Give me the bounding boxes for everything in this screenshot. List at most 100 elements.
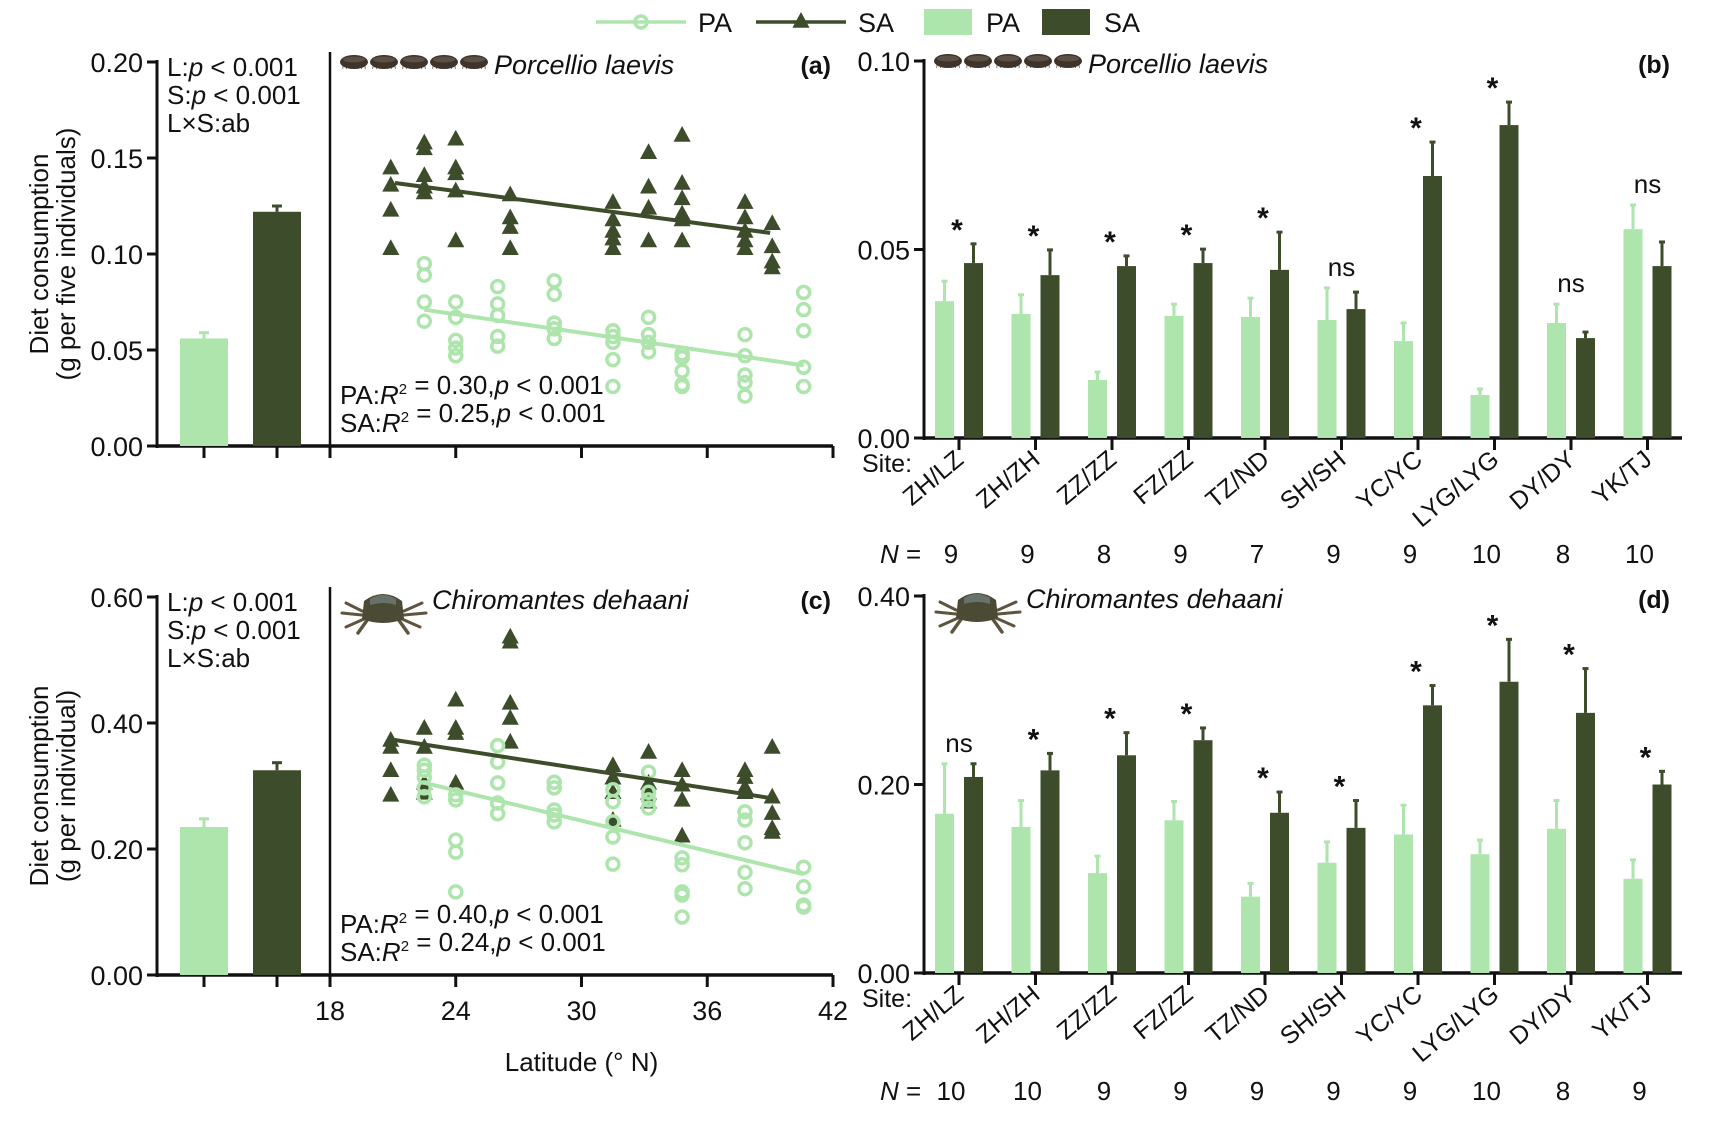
- pa-point: [546, 273, 563, 289]
- pa-point: [605, 856, 621, 872]
- isopod-highlight: [343, 56, 365, 63]
- y-tick-label: 0.40: [90, 709, 143, 739]
- x-tick-label: 36: [692, 996, 722, 1026]
- site-label: ZZ/ZZ: [1052, 445, 1122, 510]
- panel-label: (b): [1638, 51, 1670, 79]
- bar-pa: [1623, 878, 1643, 973]
- crab-leg: [996, 600, 1018, 612]
- pa-point: [448, 844, 464, 860]
- sa-point: [501, 208, 519, 225]
- stats-text: L:p < 0.001: [167, 587, 298, 617]
- regression-stats: SA:R2 = 0.24,p < 0.001: [340, 927, 606, 967]
- crab-leg: [938, 616, 960, 628]
- sa-point: [415, 719, 433, 735]
- sa-point: [447, 724, 465, 740]
- sa-point: [640, 143, 658, 159]
- pa-point: [737, 834, 753, 851]
- stats-text: S:p < 0.001: [167, 615, 301, 645]
- crab-pattern: [370, 595, 396, 605]
- legend-sa-swatch: [1042, 9, 1090, 35]
- y-axis-title: (g per individual): [51, 690, 81, 882]
- n-value: 9: [944, 539, 958, 569]
- bar-pa: [1317, 319, 1337, 438]
- bar-pa: [1088, 873, 1107, 973]
- n-value: 10: [1472, 539, 1501, 569]
- sa-regression-line: [390, 737, 771, 800]
- pa-point: [674, 887, 690, 903]
- regression-stats: PA:R2 = 0.30,p < 0.001: [340, 370, 604, 410]
- bar-pa: [1470, 854, 1490, 973]
- n-value: 9: [1020, 539, 1034, 569]
- x-tick-label: 42: [818, 996, 848, 1026]
- bar-sa: [253, 211, 301, 446]
- site-prefix: Site:: [862, 450, 912, 478]
- pa-point: [737, 864, 753, 881]
- x-axis-title: Latitude (° N): [505, 1047, 658, 1077]
- site-label: ZH/ZH: [971, 980, 1045, 1049]
- stats-text: L:p < 0.001: [167, 52, 298, 82]
- n-value: 9: [1403, 539, 1417, 569]
- pa-point: [489, 737, 506, 754]
- crab-leg: [402, 601, 424, 613]
- legend-sa-label: SA: [858, 8, 894, 38]
- x-tick-label: 18: [315, 996, 345, 1026]
- pa-point: [448, 294, 464, 310]
- sa-point: [382, 158, 400, 175]
- sa-point: [673, 173, 691, 190]
- pa-point: [737, 804, 753, 820]
- sa-point: [382, 175, 400, 192]
- bar-sa: [1652, 784, 1672, 973]
- y-tick-label: 0.05: [90, 336, 143, 366]
- pa-point: [795, 378, 812, 395]
- pa-point: [674, 363, 690, 379]
- bar-pa: [1547, 323, 1566, 438]
- crab-leg: [344, 601, 364, 613]
- significance-ns: ns: [1557, 268, 1584, 298]
- isopod-icon: [1054, 54, 1082, 69]
- n-value: 9: [1632, 1076, 1646, 1106]
- panel-a: Diet consumption(g per five individuals)…: [24, 48, 835, 462]
- isopod-highlight: [997, 55, 1019, 62]
- bar-pa: [1394, 341, 1413, 438]
- sa-point: [736, 768, 754, 784]
- isopod-highlight: [463, 56, 485, 63]
- crab-pattern: [964, 594, 990, 604]
- sa-point: [604, 210, 622, 227]
- bar-pa: [1241, 316, 1260, 438]
- bar-sa: [1499, 125, 1519, 438]
- sa-point: [447, 773, 465, 790]
- significance-star: *: [1410, 656, 1422, 689]
- crab-leg: [934, 610, 958, 616]
- pa-point: [640, 344, 657, 360]
- crab-leg: [402, 611, 428, 617]
- pa-point: [448, 792, 464, 808]
- sa-point: [640, 198, 658, 215]
- y-tick-label: 0.20: [90, 48, 143, 78]
- y-tick-label: 0.00: [857, 959, 910, 989]
- sa-point: [640, 773, 658, 790]
- pa-point: [546, 780, 563, 796]
- pa-point: [489, 328, 506, 345]
- isopod-highlight: [1057, 55, 1079, 62]
- sa-point: [640, 231, 658, 248]
- species-name: Porcellio laevis: [494, 50, 674, 80]
- x-tick-label: 24: [441, 996, 471, 1026]
- significance-star: *: [1640, 741, 1652, 774]
- y-tick-label: 0.40: [857, 582, 910, 612]
- species-name: Porcellio laevis: [1088, 49, 1268, 79]
- pa-point: [546, 286, 563, 303]
- n-value: 9: [1326, 1076, 1340, 1106]
- regression-stats: PA:R2 = 0.40,p < 0.001: [340, 899, 604, 939]
- sa-point: [763, 804, 781, 820]
- site-label: FZ/ZZ: [1128, 980, 1198, 1045]
- significance-star: *: [1487, 72, 1499, 105]
- sa-point: [763, 214, 781, 231]
- n-value: 8: [1097, 539, 1111, 569]
- pa-point: [416, 294, 433, 310]
- bar-pa: [1394, 834, 1413, 973]
- y-tick-label: 0.20: [90, 835, 143, 865]
- bar-sa: [1652, 266, 1672, 438]
- bar-pa: [1088, 379, 1107, 438]
- n-value: 10: [1013, 1076, 1042, 1106]
